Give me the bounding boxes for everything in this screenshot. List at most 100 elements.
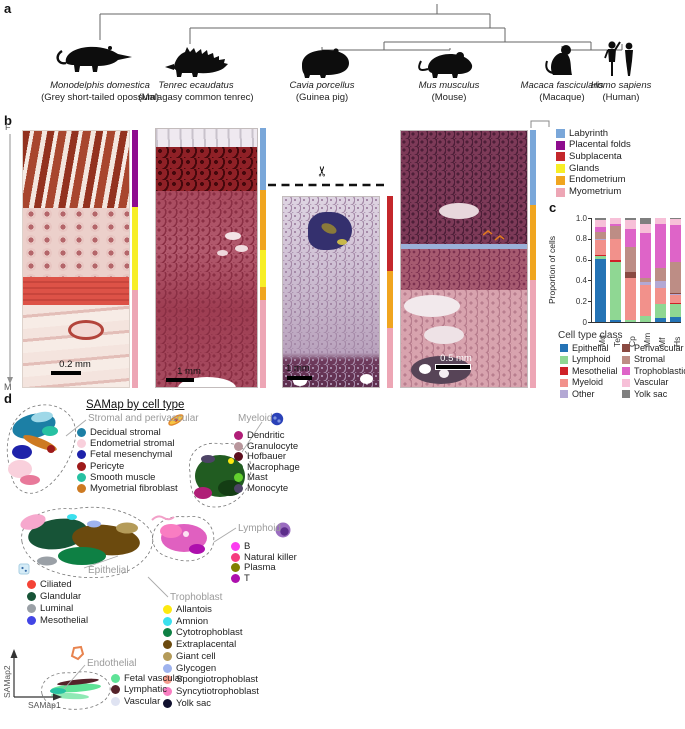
chart-bar-segment [670,292,681,294]
chart-bar-segment [595,227,606,232]
chart-bar-segment [655,224,666,268]
celltype-dot [163,675,172,685]
tissue-region-bar [530,279,536,388]
species-label: Cavia porcellus (Guinea pig) [242,80,402,103]
celltype-label: Vascular [124,695,161,707]
panel-c-label: c [549,200,557,215]
fetal-side-label: F [5,122,11,132]
panel-d-label: d [4,391,12,406]
panel-a-label: a [4,1,12,16]
tissue-region-bar [260,190,266,251]
scale-bar-label: 0.2 mm [59,359,91,370]
chart-bar-segment [625,272,636,279]
celltype-label: Monocyte [247,483,289,494]
chart-x-axis-line [591,322,681,323]
chart-bar-segment [595,220,606,228]
mouse-histology-image: 0.5 mm [400,130,528,388]
celltype-dot [27,604,36,613]
chart-bar-segment [610,224,621,227]
chart-bar-segment [595,231,606,239]
celltype-dot [231,542,240,551]
celltype-dot [77,461,86,471]
chart-bar-segment [655,304,666,318]
histology-legend-swatch [556,175,565,185]
chart-bar-segment [625,247,636,273]
celltype-group-label-epithelial: Epithelial [88,565,129,576]
celltype-dot [163,686,172,696]
celltype-label: Syncytiotrophoblast [176,685,259,697]
celltype-label: Natural killer [244,551,297,563]
celltype-dot [163,616,172,626]
chart-bar-segment [625,229,636,248]
maternal-side-label: M [4,382,12,392]
chart-bar-segment [640,218,651,225]
cell-class-legend-label: Yolk sac [634,388,668,399]
chart-y-tick-mark [588,218,591,219]
opossum-histology-image: 0.2 mm [22,130,130,388]
celltype-dot [77,450,86,460]
celltype-label: Amnion [176,615,209,627]
celltype-dot [27,592,36,601]
panel-b-label: b [4,113,12,128]
cell-class-legend-swatch [560,344,568,352]
celltype-label: Glycogen [176,662,217,674]
chart-bar-segment [595,239,606,256]
chart-bar-segment [670,225,681,262]
celltype-dot [163,605,172,614]
celltype-dot [27,616,36,625]
celltype-label: Granulocyte [247,440,299,452]
chart-y-tick-mark [588,301,591,303]
cell-class-legend-swatch [622,390,630,398]
cell-class-legend-swatch [622,355,630,364]
celltype-dot [234,473,243,483]
tissue-region-bar [387,270,393,329]
celltype-label: Hofbauer [247,451,287,463]
chart-y-tick-mark [588,322,591,323]
cell-class-legend-label: Perivascular [634,342,684,353]
celltype-dot [111,685,120,695]
scale-bar [435,364,471,370]
tissue-region-bar [260,299,266,388]
cell-type-class-legend-title: Cell type class [558,330,623,341]
tissue-region-bar [387,328,393,388]
cell-class-legend-label: Trophoblastic [634,365,685,376]
chart-bar-segment [625,278,636,320]
histology-legend-swatch [556,187,565,197]
scale-bar-label: 1 mm [177,366,201,377]
chart-bar-segment [655,218,666,225]
histology-legend-label: Placental folds [569,139,631,151]
celltype-label: Fetal vascular [124,673,184,684]
histology-legend-label: Labyrinth [569,127,609,139]
celltype-label: T [244,572,250,584]
celltype-label: Extraplacental [176,639,237,651]
species-label: Tenrec ecaudatus (Malagasy common tenrec) [116,80,276,103]
celltype-label: Spongiotrophoblast [176,674,258,686]
species-common-name: (Malagasy common tenrec) [138,91,254,103]
histology-legend-label: Subplacenta [569,150,622,162]
celltype-group-label-myeloid: Myeloid [238,413,273,424]
tissue-region-bar [530,204,536,280]
tissue-region-bar [530,130,536,205]
cell-class-legend-label: Other [572,388,595,399]
chart-bar-segment [655,287,666,305]
tissue-region-bar [260,128,266,191]
chart-y-tick-label: 0.8 [575,234,587,244]
celltype-dot [234,484,243,493]
species-label: Homo sapiens (Human) [541,80,685,103]
celltype-group-label-endothelial: Endothelial [87,658,137,669]
cell-class-legend-swatch [560,355,568,364]
celltype-dot [163,628,172,638]
celltype-dot [77,439,86,449]
celltype-dot [231,552,240,562]
celltype-label: Macrophage [247,461,300,473]
tissue-region-bar [132,289,138,388]
chart-bar-segment [625,220,636,230]
celltype-dot [111,696,120,706]
celltype-dot [234,462,243,472]
species-label: Monodelphis domestica (Grey short-tailed … [20,80,180,103]
chart-bar-segment [670,304,681,317]
chart-bar-segment [610,226,621,239]
chart-y-tick-label: 0.4 [575,275,587,285]
celltype-label: Mast [247,472,268,484]
celltype-dot [77,428,86,437]
